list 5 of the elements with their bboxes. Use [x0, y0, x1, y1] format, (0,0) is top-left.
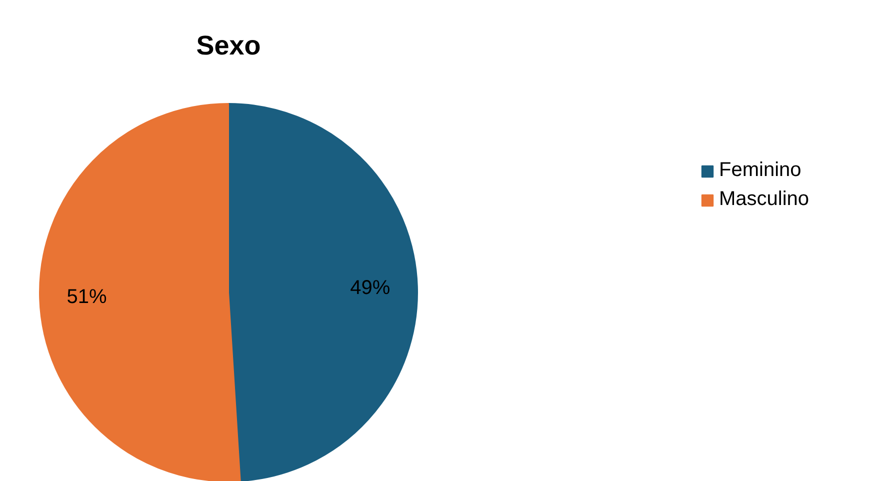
chart-title: Sexo — [196, 30, 261, 60]
legend-label: Feminino — [719, 159, 802, 182]
legend-label: Masculino — [719, 188, 810, 211]
data-label: 49% — [350, 277, 390, 300]
data-label: 51% — [66, 286, 108, 308]
